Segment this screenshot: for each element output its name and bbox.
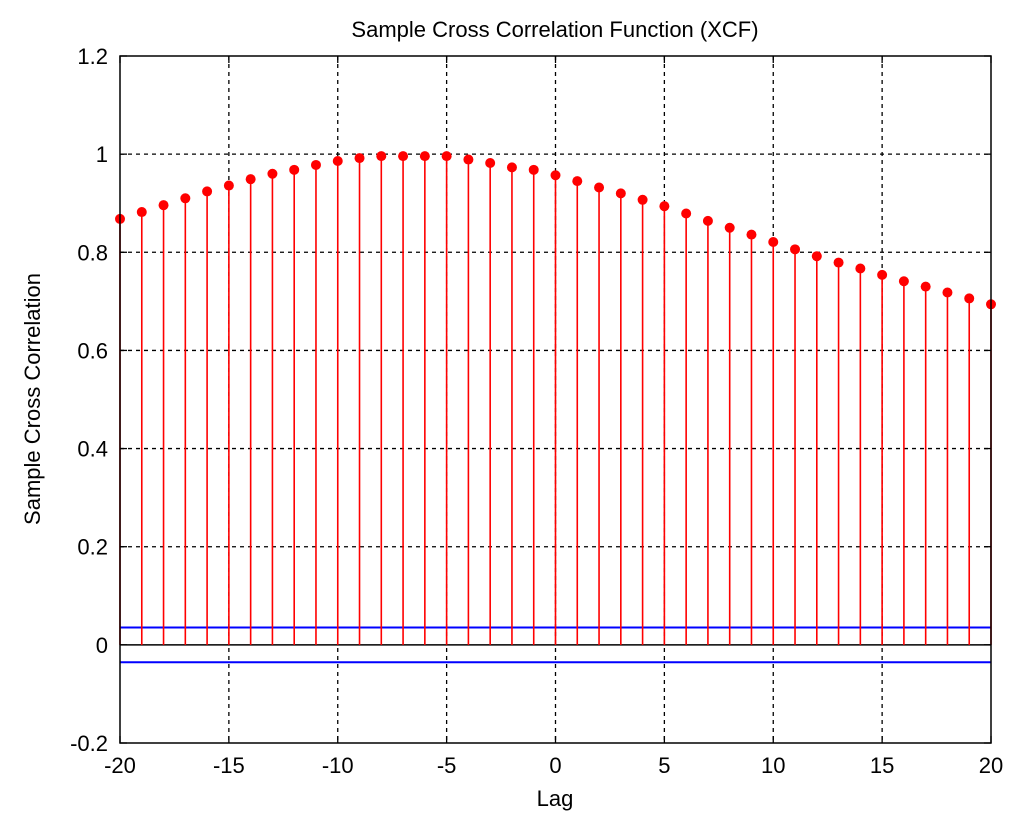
- x-tick-label: -10: [322, 753, 354, 778]
- stem-marker: [964, 293, 975, 304]
- stem-marker: [158, 200, 169, 211]
- stem-marker: [942, 287, 953, 298]
- y-axis-label: Sample Cross Correlation: [20, 273, 45, 525]
- stem-marker: [398, 151, 409, 162]
- stem-marker: [136, 207, 147, 218]
- stem-marker: [572, 176, 583, 187]
- stem-marker: [615, 188, 626, 199]
- x-tick-label: -15: [213, 753, 245, 778]
- x-tick-label: -5: [437, 753, 457, 778]
- stem-marker: [681, 208, 692, 219]
- y-tick-label: 1: [96, 142, 108, 167]
- stem-marker: [811, 251, 822, 262]
- stem-marker: [506, 162, 517, 173]
- stem-marker: [659, 201, 670, 212]
- y-tick-label: 0: [96, 633, 108, 658]
- x-tick-label: 15: [870, 753, 894, 778]
- stem-marker: [485, 157, 496, 168]
- stem-marker: [790, 244, 801, 255]
- stem-marker: [702, 215, 713, 226]
- stem-marker: [898, 276, 909, 287]
- stem-marker: [550, 170, 561, 181]
- stem-marker: [332, 156, 343, 167]
- stem-marker: [245, 174, 256, 185]
- stem-marker: [289, 164, 300, 175]
- x-tick-label: 0: [549, 753, 561, 778]
- stem-marker: [441, 151, 452, 162]
- stem-marker: [528, 164, 539, 175]
- stem-marker: [376, 151, 387, 162]
- x-tick-label: -20: [104, 753, 136, 778]
- x-tick-label: 10: [761, 753, 785, 778]
- stem-marker: [833, 257, 844, 268]
- y-tick-label: 0.4: [77, 437, 108, 462]
- stem-marker: [855, 263, 866, 274]
- x-tick-label: 20: [979, 753, 1003, 778]
- chart-title: Sample Cross Correlation Function (XCF): [351, 17, 758, 42]
- y-tick-label: 0.6: [77, 338, 108, 363]
- y-tick-label: 0.8: [77, 240, 108, 265]
- stem-marker: [746, 229, 757, 240]
- stem-marker: [180, 193, 191, 204]
- stem-marker: [920, 281, 931, 292]
- x-axis-label: Lag: [537, 786, 574, 811]
- stem-marker: [877, 269, 888, 280]
- tick-layer: -20 -15 -10 -5 0 5 10 15 20 -0.2 0 0.2 0.4 0.6 0.8 1 1.2: [70, 44, 1003, 778]
- y-tick-label: -0.2: [70, 731, 108, 756]
- stem-marker: [223, 180, 234, 191]
- stem-marker: [419, 151, 430, 162]
- stem-marker: [724, 222, 735, 233]
- stem-marker: [267, 168, 278, 179]
- stem-marker: [310, 159, 321, 170]
- stem-marker: [768, 236, 779, 247]
- stem-marker: [354, 153, 365, 164]
- stem-marker: [463, 154, 474, 165]
- stem-marker: [202, 186, 213, 197]
- stem-layer: [115, 151, 996, 645]
- y-tick-label: 0.2: [77, 535, 108, 560]
- stem-marker: [594, 182, 605, 193]
- y-tick-label: 1.2: [77, 44, 108, 69]
- stem-marker: [637, 194, 648, 205]
- x-tick-label: 5: [658, 753, 670, 778]
